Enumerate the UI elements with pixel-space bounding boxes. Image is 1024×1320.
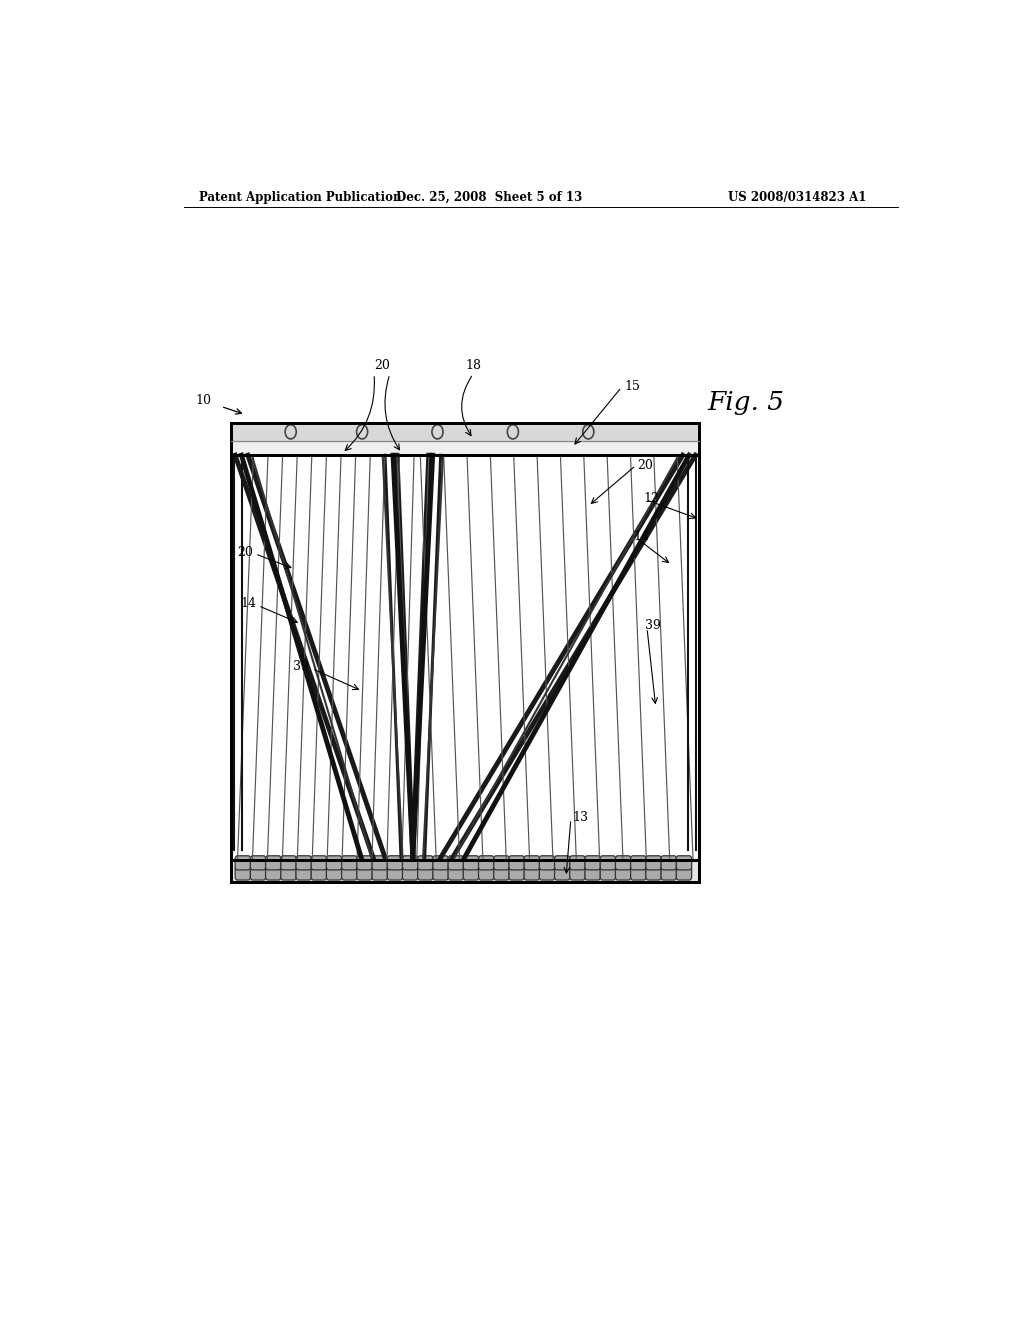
FancyBboxPatch shape xyxy=(600,866,615,880)
FancyBboxPatch shape xyxy=(662,866,677,880)
FancyBboxPatch shape xyxy=(615,866,631,880)
Text: Dec. 25, 2008  Sheet 5 of 13: Dec. 25, 2008 Sheet 5 of 13 xyxy=(396,190,583,203)
FancyBboxPatch shape xyxy=(555,855,570,870)
Text: 13: 13 xyxy=(572,810,589,824)
FancyBboxPatch shape xyxy=(327,866,342,880)
FancyBboxPatch shape xyxy=(402,866,418,880)
FancyBboxPatch shape xyxy=(463,855,478,870)
FancyBboxPatch shape xyxy=(311,866,327,880)
FancyBboxPatch shape xyxy=(250,866,266,880)
FancyBboxPatch shape xyxy=(494,866,509,880)
FancyBboxPatch shape xyxy=(449,855,464,870)
FancyBboxPatch shape xyxy=(524,866,540,880)
FancyBboxPatch shape xyxy=(281,855,296,870)
FancyBboxPatch shape xyxy=(281,866,296,880)
FancyBboxPatch shape xyxy=(478,866,494,880)
Text: 10: 10 xyxy=(196,393,211,407)
FancyBboxPatch shape xyxy=(676,866,691,880)
FancyBboxPatch shape xyxy=(387,855,402,870)
Text: 39: 39 xyxy=(645,619,662,632)
FancyBboxPatch shape xyxy=(327,855,342,870)
FancyBboxPatch shape xyxy=(296,855,311,870)
FancyBboxPatch shape xyxy=(356,855,373,870)
FancyBboxPatch shape xyxy=(342,855,357,870)
Text: 15: 15 xyxy=(624,380,640,392)
FancyBboxPatch shape xyxy=(569,866,585,880)
FancyBboxPatch shape xyxy=(585,866,600,880)
Text: 39: 39 xyxy=(293,660,309,673)
FancyBboxPatch shape xyxy=(463,866,478,880)
FancyBboxPatch shape xyxy=(676,855,691,870)
FancyBboxPatch shape xyxy=(615,855,631,870)
FancyBboxPatch shape xyxy=(433,866,449,880)
Text: 20: 20 xyxy=(374,359,390,372)
FancyBboxPatch shape xyxy=(265,855,281,870)
FancyBboxPatch shape xyxy=(449,866,464,880)
FancyBboxPatch shape xyxy=(540,866,555,880)
FancyBboxPatch shape xyxy=(387,866,402,880)
FancyBboxPatch shape xyxy=(236,855,251,870)
FancyBboxPatch shape xyxy=(569,855,585,870)
Text: 14: 14 xyxy=(634,531,649,543)
FancyBboxPatch shape xyxy=(478,855,494,870)
FancyBboxPatch shape xyxy=(662,855,677,870)
FancyBboxPatch shape xyxy=(646,855,662,870)
FancyBboxPatch shape xyxy=(524,855,540,870)
FancyBboxPatch shape xyxy=(509,866,524,880)
FancyBboxPatch shape xyxy=(250,855,266,870)
FancyBboxPatch shape xyxy=(418,866,433,880)
FancyBboxPatch shape xyxy=(585,855,600,870)
FancyBboxPatch shape xyxy=(236,866,251,880)
Text: 12: 12 xyxy=(644,492,659,506)
FancyBboxPatch shape xyxy=(631,855,646,870)
Text: 20: 20 xyxy=(638,459,653,471)
Text: Patent Application Publication: Patent Application Publication xyxy=(200,190,402,203)
FancyBboxPatch shape xyxy=(540,855,555,870)
FancyBboxPatch shape xyxy=(372,855,387,870)
Text: 20: 20 xyxy=(238,546,253,560)
FancyBboxPatch shape xyxy=(311,855,327,870)
FancyBboxPatch shape xyxy=(356,866,373,880)
FancyBboxPatch shape xyxy=(646,866,662,880)
FancyBboxPatch shape xyxy=(418,855,433,870)
FancyBboxPatch shape xyxy=(402,855,418,870)
FancyBboxPatch shape xyxy=(631,866,646,880)
FancyBboxPatch shape xyxy=(555,866,570,880)
FancyBboxPatch shape xyxy=(494,855,509,870)
Text: Fig. 5: Fig. 5 xyxy=(708,389,784,414)
FancyBboxPatch shape xyxy=(342,866,357,880)
FancyBboxPatch shape xyxy=(296,866,311,880)
FancyBboxPatch shape xyxy=(600,855,615,870)
FancyBboxPatch shape xyxy=(433,855,449,870)
Text: 14: 14 xyxy=(241,597,257,610)
Text: US 2008/0314823 A1: US 2008/0314823 A1 xyxy=(728,190,866,203)
FancyBboxPatch shape xyxy=(265,866,281,880)
Text: 18: 18 xyxy=(465,359,481,372)
FancyBboxPatch shape xyxy=(372,866,387,880)
FancyBboxPatch shape xyxy=(509,855,524,870)
